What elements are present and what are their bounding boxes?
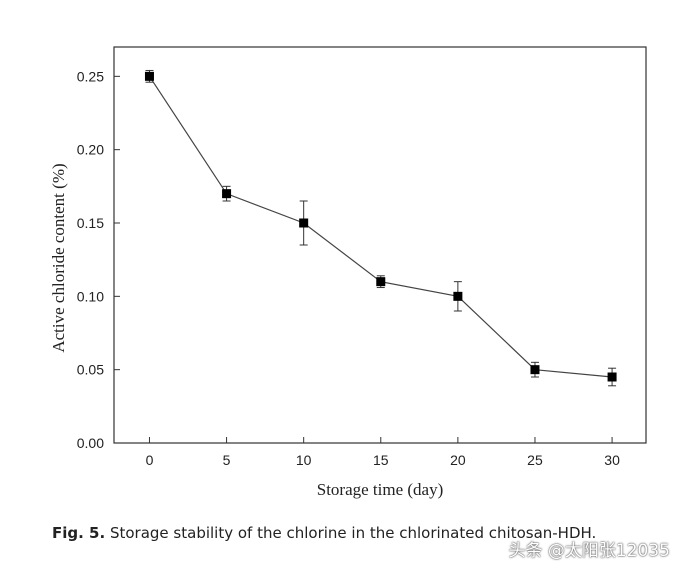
data-point-marker <box>453 291 463 301</box>
plot-area-frame <box>113 46 647 444</box>
y-tick-label: 0.00 <box>77 435 104 451</box>
x-tick-label: 5 <box>223 452 231 468</box>
y-axis-ticks: 0.00 0.05 0.10 0.15 0.20 0.25 <box>77 68 120 451</box>
figure-caption-label: Fig. 5. <box>52 524 106 542</box>
data-point-marker <box>222 189 232 199</box>
y-tick-label: 0.05 <box>77 362 104 378</box>
x-tick-label: 20 <box>450 452 466 468</box>
x-axis-label: Storage time (day) <box>317 480 444 499</box>
data-point-marker <box>607 372 617 382</box>
series-line <box>148 76 613 378</box>
data-point-marker <box>376 277 386 287</box>
x-tick-label: 30 <box>604 452 620 468</box>
x-axis-ticks: 0 5 10 15 20 25 30 <box>146 437 620 468</box>
y-tick-label: 0.20 <box>77 142 104 158</box>
y-tick-label: 0.15 <box>77 215 104 231</box>
y-tick-label: 0.10 <box>77 288 104 304</box>
x-tick-label: 10 <box>296 452 312 468</box>
y-axis-label: Active chloride content (%) <box>49 163 68 352</box>
series-layer <box>144 69 617 387</box>
data-point-marker <box>299 218 309 228</box>
line-chart: 0 5 10 15 20 25 30 0.00 0.05 0.10 0.15 0.20 0.25 St… <box>49 46 647 499</box>
y-tick-label: 0.25 <box>77 68 104 84</box>
watermark-text: 头条 @太阳张12035 <box>508 541 670 561</box>
x-tick-label: 0 <box>146 452 154 468</box>
data-point-marker <box>144 71 154 81</box>
x-tick-label: 25 <box>527 452 543 468</box>
data-point-marker <box>530 365 540 375</box>
x-tick-label: 15 <box>373 452 389 468</box>
figure-caption: Fig. 5. Storage stability of the chlorin… <box>52 524 672 542</box>
figure-caption-text: Storage stability of the chlorine in the… <box>109 524 597 542</box>
